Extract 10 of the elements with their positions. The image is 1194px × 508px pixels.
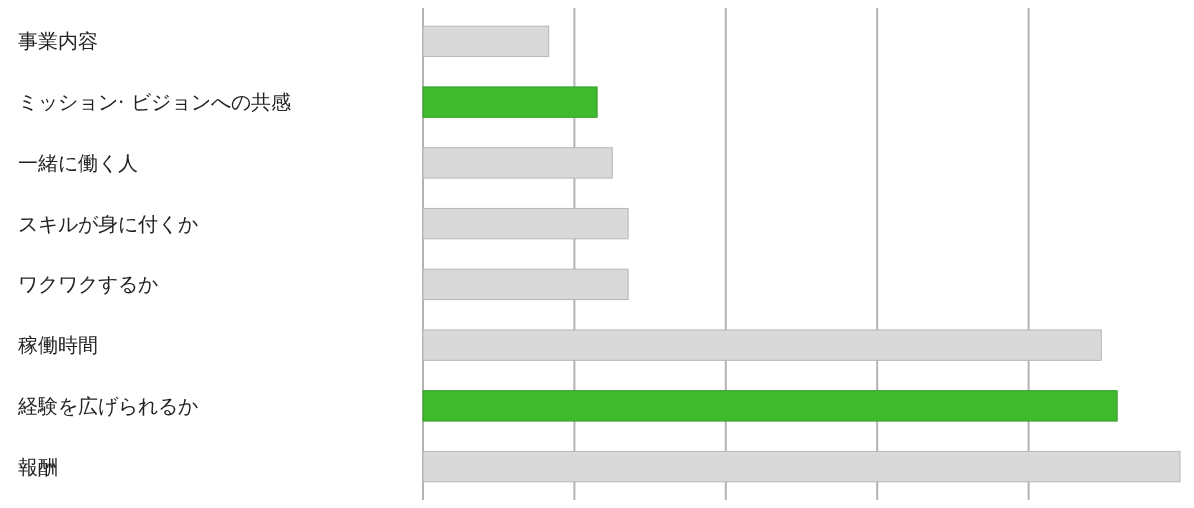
y-tick-label: 一緒に働く人 [18, 150, 138, 175]
y-tick-label: 事業内容 [18, 29, 98, 54]
bar [422, 86, 598, 118]
y-tick-label: ミッション· ビジョンへの共感 [18, 90, 291, 115]
bar [422, 390, 1118, 422]
y-tick-label: 報酬 [18, 454, 58, 479]
y-tick-label: スキルが身に付くか [18, 211, 198, 236]
y-tick-label: ワクワクするか [18, 272, 158, 297]
y-tick-label: 稼働時間 [18, 333, 98, 358]
y-tick-label: 経験を広げられるか [17, 393, 198, 418]
